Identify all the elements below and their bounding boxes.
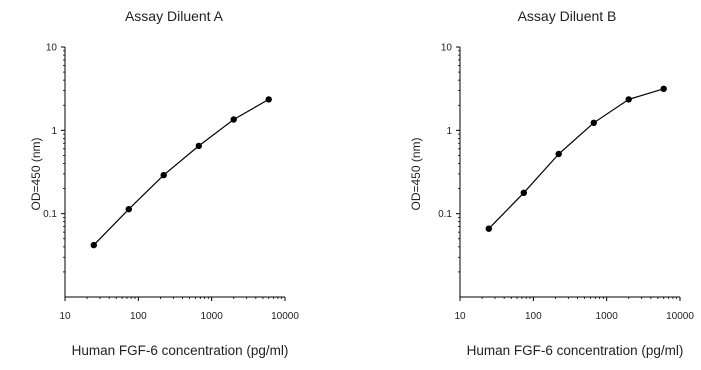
y-tick-label: 10 xyxy=(441,43,453,54)
data-point xyxy=(90,241,98,249)
data-point xyxy=(590,119,597,127)
x-axis-label: Human FGF-6 concentration (pg/ml) xyxy=(72,343,289,358)
x-tick-label: 1000 xyxy=(596,311,619,322)
x-tick-label: 10000 xyxy=(666,311,694,322)
x-axis-label: Human FGF-6 concentration (pg/ml) xyxy=(467,343,684,358)
data-point xyxy=(195,142,202,150)
series-line xyxy=(488,88,664,230)
x-tick-label: 10 xyxy=(59,311,71,322)
x-tick-label: 100 xyxy=(130,311,147,322)
chart-title: Assay Diluent A xyxy=(125,8,224,24)
x-tick-label: 1000 xyxy=(201,311,224,322)
y-tick-label: 10 xyxy=(46,43,58,54)
data-point xyxy=(230,116,237,123)
data-point xyxy=(125,206,132,213)
x-tick-label: 10000 xyxy=(271,311,299,322)
chart-title: Assay Diluent B xyxy=(518,8,617,24)
data-point xyxy=(660,85,667,93)
data-point xyxy=(265,96,272,103)
x-tick-label: 10 xyxy=(454,311,466,322)
y-axis-label: OD=450 (nm) xyxy=(409,137,423,210)
x-tick-label: 100 xyxy=(525,311,542,322)
y-tick-label: 0.1 xyxy=(438,209,452,220)
data-point xyxy=(160,171,167,179)
data-point xyxy=(625,96,632,103)
y-axis-label: OD=450 (nm) xyxy=(29,137,43,210)
data-point xyxy=(520,189,527,196)
y-tick-label: 0.1 xyxy=(43,209,57,220)
y-tick-label: 1 xyxy=(51,126,57,137)
data-point xyxy=(485,225,492,232)
data-point xyxy=(555,150,562,158)
y-tick-label: 1 xyxy=(446,126,452,137)
series-line xyxy=(93,98,269,246)
